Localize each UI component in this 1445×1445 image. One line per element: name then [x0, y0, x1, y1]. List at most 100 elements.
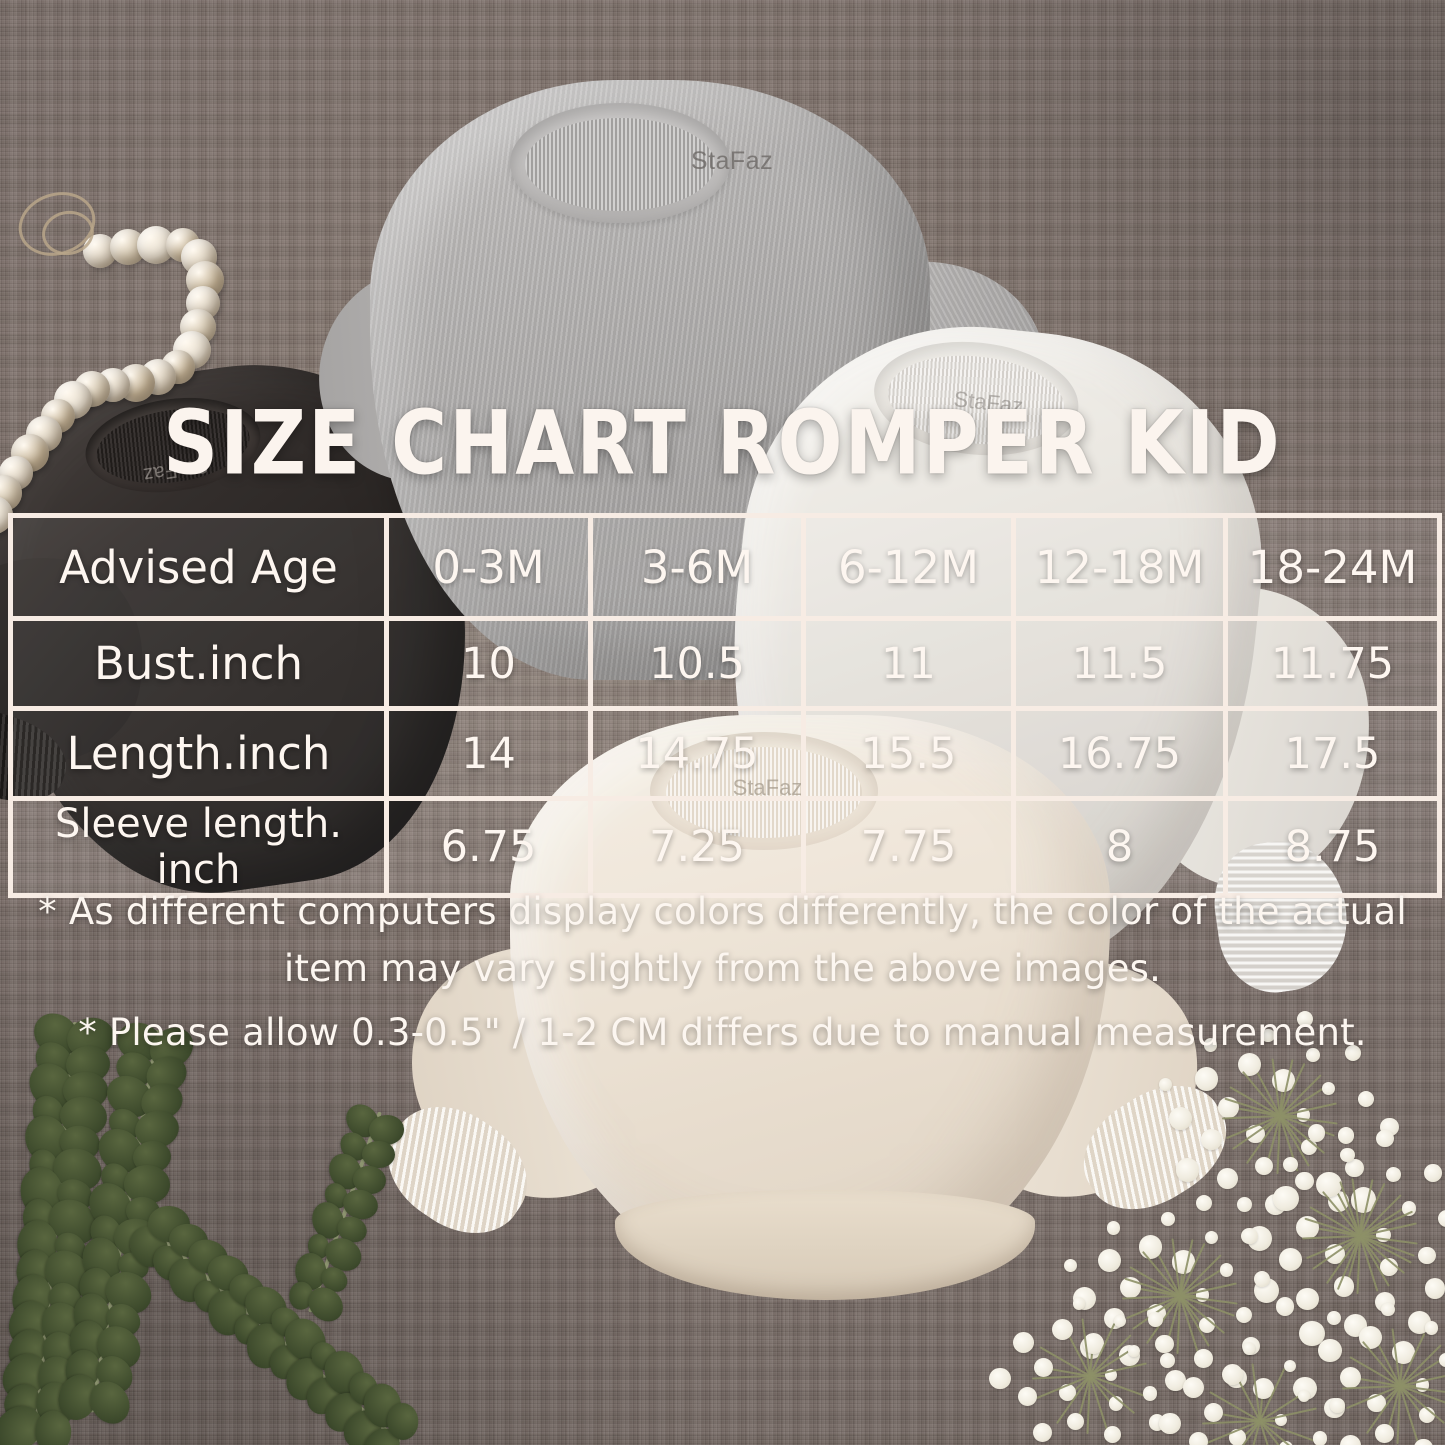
flower-floret — [1183, 1376, 1205, 1399]
flower-floret — [1033, 1358, 1053, 1378]
flower-floret — [1082, 1333, 1104, 1355]
flower-floret — [1063, 1258, 1078, 1273]
flower-floret — [1072, 1297, 1086, 1310]
bust-6-12m: 11 — [801, 616, 1016, 711]
flower-floret — [1283, 1359, 1296, 1372]
flower-floret — [1424, 1278, 1445, 1299]
flower-floret — [1158, 1077, 1173, 1092]
header-size-18-24m: 18-24M — [1223, 513, 1442, 621]
row-label-bust: Bust.inch — [8, 616, 389, 711]
flower-floret — [1297, 1390, 1310, 1403]
length-0-3m: 14 — [384, 706, 593, 801]
flower-floret — [1013, 1331, 1035, 1354]
sleeve-0-3m: 6.75 — [384, 796, 593, 898]
bust-12-18m: 11.5 — [1011, 616, 1228, 711]
flower-floret — [1357, 1090, 1374, 1107]
flower-floret — [1237, 1053, 1261, 1077]
header-size-0-3m: 0-3M — [384, 513, 593, 621]
flower-floret — [1148, 1312, 1163, 1327]
grey-romper-brand-tag: StaFaz — [690, 147, 774, 175]
flower-floret — [1159, 1412, 1181, 1434]
flower-floret — [1391, 1340, 1416, 1364]
flower-floret — [1195, 1195, 1212, 1212]
flower-floret — [1414, 1438, 1433, 1445]
flower-floret — [1418, 1246, 1436, 1265]
flower-floret — [1340, 1147, 1356, 1163]
flower-floret — [1306, 1048, 1320, 1062]
flower-floret — [1059, 1383, 1077, 1401]
bust-3-6m: 10.5 — [588, 616, 806, 711]
flower-floret — [1385, 1166, 1401, 1182]
flower-floret — [1295, 1171, 1314, 1191]
flower-floret — [1142, 1386, 1158, 1401]
note-line-2: item may vary slightly from the above im… — [283, 947, 1162, 990]
flower-floret — [1345, 1158, 1364, 1178]
flower-floret — [1344, 1045, 1361, 1062]
flower-floret — [1340, 1367, 1362, 1389]
page-title: SIZE CHART ROMPER KID — [163, 391, 1282, 495]
flower-floret — [1051, 1319, 1073, 1341]
flower-floret — [1339, 1434, 1361, 1445]
grey-romper-neckline — [510, 103, 730, 223]
length-18-24m: 17.5 — [1223, 706, 1442, 801]
row-label-length: Length.inch — [8, 706, 389, 801]
sleeve-3-6m: 7.25 — [588, 796, 806, 898]
flower-floret — [1194, 1067, 1219, 1091]
flower-floret — [1330, 1398, 1345, 1413]
header-size-12-18m: 12-18M — [1011, 513, 1228, 621]
note-line-3: * Please allow 0.3-0.5" / 1-2 CM differs… — [78, 1011, 1367, 1054]
flower-floret — [1106, 1220, 1121, 1235]
length-12-18m: 16.75 — [1011, 706, 1228, 801]
flower-floret — [1327, 1311, 1341, 1325]
flower-floret — [1194, 1349, 1213, 1368]
size-chart-table: Advised Age 0-3M 3-6M 6-12M 12-18M 18-24… — [8, 513, 1442, 898]
flower-floret — [1127, 1345, 1141, 1358]
flower-floret — [1217, 1168, 1239, 1189]
wooden-bead-garland — [0, 182, 360, 545]
flower-floret — [1097, 1248, 1122, 1273]
bust-18-24m: 11.75 — [1223, 616, 1442, 711]
flower-floret — [1200, 1128, 1222, 1150]
table-row-bust: Bust.inch 10 10.5 11 11.5 11.75 — [8, 616, 1442, 711]
flower-floret — [1424, 1320, 1439, 1335]
flower-floret — [1113, 1314, 1126, 1327]
length-6-12m: 15.5 — [801, 706, 1016, 801]
flower-floret — [1203, 1037, 1218, 1052]
flower-floret — [1307, 1124, 1326, 1142]
length-3-6m: 14.75 — [588, 706, 806, 801]
flower-floret — [1282, 1156, 1298, 1172]
flower-floret — [1203, 1403, 1223, 1423]
flower-floret — [1376, 1129, 1394, 1148]
disclaimer-notes: * As different computers display colors … — [0, 884, 1445, 1060]
bust-0-3m: 10 — [384, 616, 593, 711]
flower-floret — [1375, 1424, 1394, 1443]
flower-floret — [1067, 1412, 1084, 1430]
table-row-length: Length.inch 14 14.75 15.5 16.75 17.5 — [8, 706, 1442, 801]
flower-floret — [1252, 1378, 1274, 1400]
header-size-3-6m: 3-6M — [588, 513, 806, 621]
flower-floret — [1221, 1364, 1243, 1386]
flower-floret — [1237, 1196, 1252, 1212]
flower-floret — [1204, 1230, 1219, 1245]
flower-floret — [1254, 1156, 1274, 1176]
flower-floret — [1242, 1342, 1256, 1355]
header-advised-age: Advised Age — [8, 513, 389, 621]
flower-floret — [1295, 1287, 1319, 1311]
table-row-sleeve: Sleeve length. inch 6.75 7.25 7.75 8 8.7… — [8, 796, 1442, 898]
flower-floret — [1381, 1302, 1396, 1317]
flower-floret — [1241, 1227, 1258, 1244]
flower-floret — [1312, 1431, 1328, 1445]
flower-floret — [1103, 1426, 1121, 1444]
flower-floret — [989, 1367, 1011, 1389]
flower-floret — [1318, 1339, 1342, 1363]
flower-floret — [1219, 1262, 1234, 1277]
flower-floret — [1018, 1387, 1038, 1407]
flower-floret — [1275, 1297, 1295, 1316]
flower-floret — [1273, 1185, 1299, 1212]
sleeve-6-12m: 7.75 — [801, 796, 1016, 898]
flower-stem — [1090, 1375, 1112, 1377]
flower-floret — [1338, 1127, 1355, 1144]
flower-floret — [1033, 1422, 1053, 1442]
